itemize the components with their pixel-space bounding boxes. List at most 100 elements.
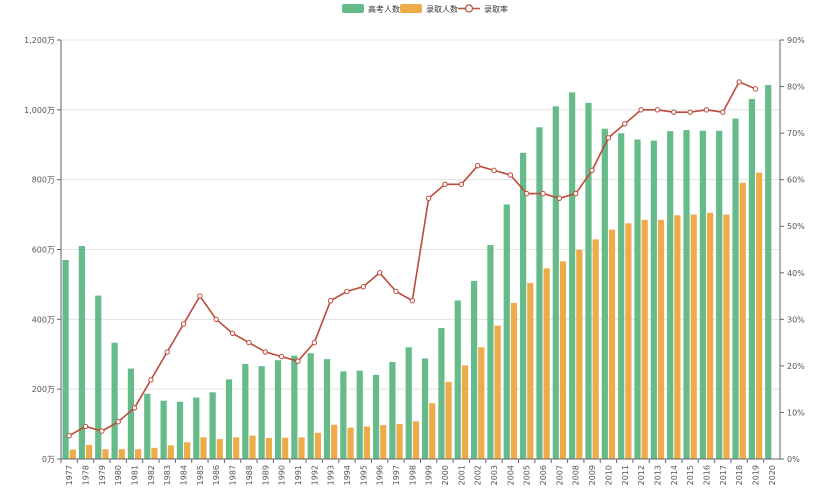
x-tick-label: 1979 xyxy=(98,465,107,485)
x-tick-label: 1977 xyxy=(65,465,74,485)
rate-point xyxy=(573,190,579,197)
bar-admitted xyxy=(380,425,387,459)
rate-point xyxy=(197,293,203,299)
y-right-tick-label: 40% xyxy=(787,269,805,278)
legend-item-rate[interactable]: 录取率 xyxy=(458,4,508,14)
bar-applicants xyxy=(340,371,347,459)
bar-applicants xyxy=(503,204,510,459)
bar-admitted xyxy=(102,449,109,459)
legend[interactable]: 高考人数 录取人数 录取率 xyxy=(342,4,508,14)
bar-applicants xyxy=(372,374,380,459)
rate-point xyxy=(344,288,350,295)
rate-point xyxy=(278,353,285,360)
bar-admitted xyxy=(657,219,665,459)
legend-marker-rate xyxy=(464,4,474,13)
bars-admitted xyxy=(69,172,763,459)
bar-admitted xyxy=(86,445,93,459)
rate-point xyxy=(82,423,89,430)
x-tick-label: 2000 xyxy=(441,465,450,485)
x-tick-label: 2010 xyxy=(604,465,613,485)
rate-point xyxy=(556,195,563,201)
rate-point xyxy=(622,121,628,127)
x-tick-label: 2019 xyxy=(751,465,760,485)
y-right-axis-labels: 0% 10% 20% 30% 40% 50% 60% 70% 80% 90% xyxy=(787,36,805,464)
bar-applicants xyxy=(650,140,657,459)
bar-applicants xyxy=(683,130,690,459)
rate-point xyxy=(393,288,399,295)
legend-label-applicants: 高考人数 xyxy=(368,4,400,14)
rate-point xyxy=(409,298,416,304)
x-tick-label: 1999 xyxy=(425,465,434,485)
bar-admitted xyxy=(151,447,158,459)
y-right-tick-label: 50% xyxy=(787,222,805,231)
x-tick-label: 1997 xyxy=(392,465,401,485)
bar-applicants xyxy=(95,295,102,459)
bar-admitted xyxy=(331,424,338,459)
bar-applicants xyxy=(323,359,331,459)
bar-applicants xyxy=(634,139,641,459)
rate-point xyxy=(115,419,121,425)
bar-applicants xyxy=(160,400,167,459)
x-tick-label: 2015 xyxy=(686,465,695,485)
bar-admitted xyxy=(200,437,207,459)
bar-admitted xyxy=(135,449,142,459)
x-tick-label: 1980 xyxy=(114,465,123,485)
rate-point xyxy=(376,270,383,276)
bar-admitted xyxy=(396,424,403,459)
y-left-tick-label: 600万 xyxy=(32,246,55,255)
bar-applicants xyxy=(225,379,233,459)
bar-applicants xyxy=(209,392,216,459)
bar-applicants xyxy=(601,128,608,459)
bar-admitted xyxy=(216,439,223,459)
bar-applicants xyxy=(258,366,265,459)
bar-applicants xyxy=(274,360,282,459)
rate-point xyxy=(262,349,268,355)
bar-admitted xyxy=(576,249,583,459)
x-tick-label: 1984 xyxy=(180,465,189,485)
x-tick-label: 2013 xyxy=(653,465,662,485)
rate-point xyxy=(99,428,105,434)
y-left-axis-labels: 0万 200万 400万 600万 800万 1,000万 1,200万 xyxy=(24,36,55,464)
y-right-tick-label: 70% xyxy=(787,129,805,138)
bar-admitted xyxy=(445,381,452,459)
bar-admitted xyxy=(494,325,501,459)
bar-applicants xyxy=(585,102,592,459)
bar-applicants xyxy=(127,368,135,459)
x-tick-label: 2018 xyxy=(735,465,744,485)
rate-point xyxy=(736,79,742,85)
legend-item-admitted[interactable]: 录取人数 xyxy=(400,4,458,14)
x-tick-label: 1981 xyxy=(131,465,140,485)
y-right-tick-label: 10% xyxy=(787,408,805,417)
rate-point xyxy=(491,167,497,174)
bar-applicants xyxy=(520,152,527,460)
bar-applicants xyxy=(111,342,118,459)
bar-applicants xyxy=(389,361,396,459)
x-tick-label: 2001 xyxy=(457,465,466,485)
y-right-tick-label: 80% xyxy=(787,83,805,92)
bar-applicants xyxy=(356,370,363,459)
legend-label-rate: 录取率 xyxy=(484,4,508,14)
x-tick-label: 1995 xyxy=(359,465,368,485)
rate-point xyxy=(180,321,187,327)
y-right-tick-label: 20% xyxy=(787,362,805,371)
bar-applicants xyxy=(144,393,151,459)
bar-applicants xyxy=(62,259,69,459)
legend-item-applicants[interactable]: 高考人数 xyxy=(342,4,400,14)
axes xyxy=(60,40,781,463)
bar-admitted xyxy=(429,403,436,459)
bar-admitted xyxy=(118,449,125,459)
x-tick-label: 2008 xyxy=(572,465,581,485)
bar-admitted xyxy=(674,215,681,459)
bar-applicants xyxy=(454,300,461,459)
y-left-tick-label: 800万 xyxy=(32,176,55,185)
rate-line xyxy=(66,79,759,439)
bar-admitted xyxy=(755,172,763,459)
rate-point xyxy=(605,135,612,141)
x-tick-label: 2014 xyxy=(670,465,679,485)
x-tick-label: 2005 xyxy=(523,465,532,485)
x-tick-label: 2007 xyxy=(555,465,564,485)
x-tick-label: 2011 xyxy=(621,465,630,485)
y-right-tick-label: 30% xyxy=(787,315,805,324)
bars-applicants xyxy=(62,85,772,460)
x-tick-label: 1994 xyxy=(343,465,352,485)
